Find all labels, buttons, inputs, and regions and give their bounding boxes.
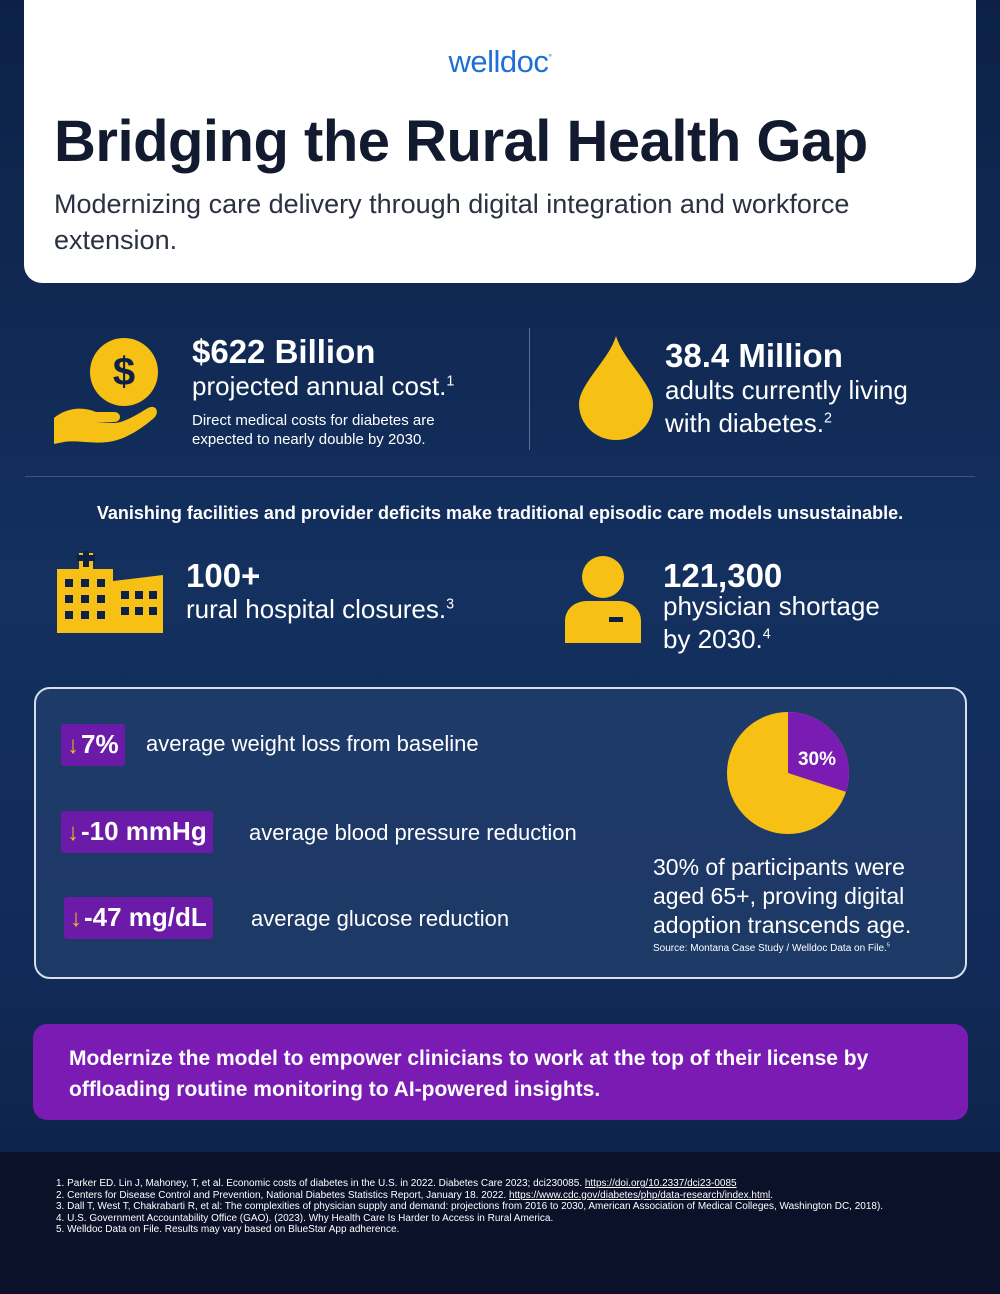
svg-text:$: $ bbox=[113, 350, 135, 394]
stat-shortage-value: 121,300 bbox=[663, 557, 783, 594]
stat-adults-label: adults currently living with diabetes.2 bbox=[665, 375, 908, 438]
footnote-1-link[interactable]: https://doi.org/10.2337/dci23-0085 bbox=[584, 1178, 737, 1189]
welldoc-logo: welldoc° bbox=[448, 44, 553, 79]
physician-icon bbox=[565, 556, 641, 643]
dollar-hand-icon: $ bbox=[54, 338, 158, 444]
stat-shortage-label: physician shortage by 2030.4 bbox=[663, 591, 880, 654]
age-pie-chart: 30% bbox=[727, 712, 849, 834]
pie-source: Source: Montana Case Study / Welldoc Dat… bbox=[653, 942, 890, 954]
stat-closures-label: rural hospital closures.3 bbox=[186, 594, 455, 624]
metric-bp-badge: ↓-10 mmHg bbox=[61, 811, 213, 853]
footnote-2: 2. Centers for Disease Control and Preve… bbox=[56, 1189, 774, 1201]
pie-slice-label: 30% bbox=[798, 749, 836, 770]
stat-cost-note: Direct medical costs for diabetes are ex… bbox=[192, 412, 435, 448]
cta-banner: Modernize the model to empower clinician… bbox=[33, 1024, 968, 1120]
metric-bp-label: average blood pressure reduction bbox=[249, 820, 577, 845]
footnotes: 1. Parker ED. Lin J, Mahoney, T, et al. … bbox=[0, 1152, 1000, 1294]
stat-cost-label: projected annual cost.1 bbox=[192, 371, 455, 401]
footnote-5: 5. Welldoc Data on File. Results may var… bbox=[56, 1224, 400, 1235]
stat-cost-value: $622 Billion bbox=[192, 333, 376, 370]
section-headline: Vanishing facilities and provider defici… bbox=[96, 503, 904, 523]
metric-weight-badge: ↓7% bbox=[61, 724, 125, 766]
pie-caption: 30% of participants were aged 65+, provi… bbox=[653, 854, 912, 938]
footnote-3: 3. Dall T, West T, Chakrabarti R, et al:… bbox=[56, 1201, 884, 1212]
metric-glucose-badge: ↓-47 mg/dL bbox=[64, 897, 213, 939]
page-subtitle: Modernizing care delivery through digita… bbox=[54, 189, 850, 255]
metric-glucose-label: average glucose reduction bbox=[251, 906, 510, 931]
header-card: welldoc° Bridging the Rural Health Gap M… bbox=[24, 0, 976, 283]
page-title: Bridging the Rural Health Gap bbox=[54, 109, 868, 174]
section-divider bbox=[25, 476, 975, 477]
metric-weight-label: average weight loss from baseline bbox=[146, 731, 479, 756]
stats-divider bbox=[529, 328, 530, 450]
stat-adults-value: 38.4 Million bbox=[665, 337, 843, 374]
stat-closures-value: 100+ bbox=[186, 557, 261, 594]
footnote-2-link[interactable]: https://www.cdc.gov/diabetes/php/data-re… bbox=[509, 1189, 771, 1201]
footnote-4: 4. U.S. Government Accountability Office… bbox=[56, 1212, 554, 1224]
footnote-1: 1. Parker ED. Lin J, Mahoney, T, et al. … bbox=[56, 1178, 737, 1189]
pie-slice-65plus bbox=[788, 712, 849, 792]
drop-icon bbox=[579, 336, 653, 440]
hospital-icon bbox=[57, 551, 163, 633]
